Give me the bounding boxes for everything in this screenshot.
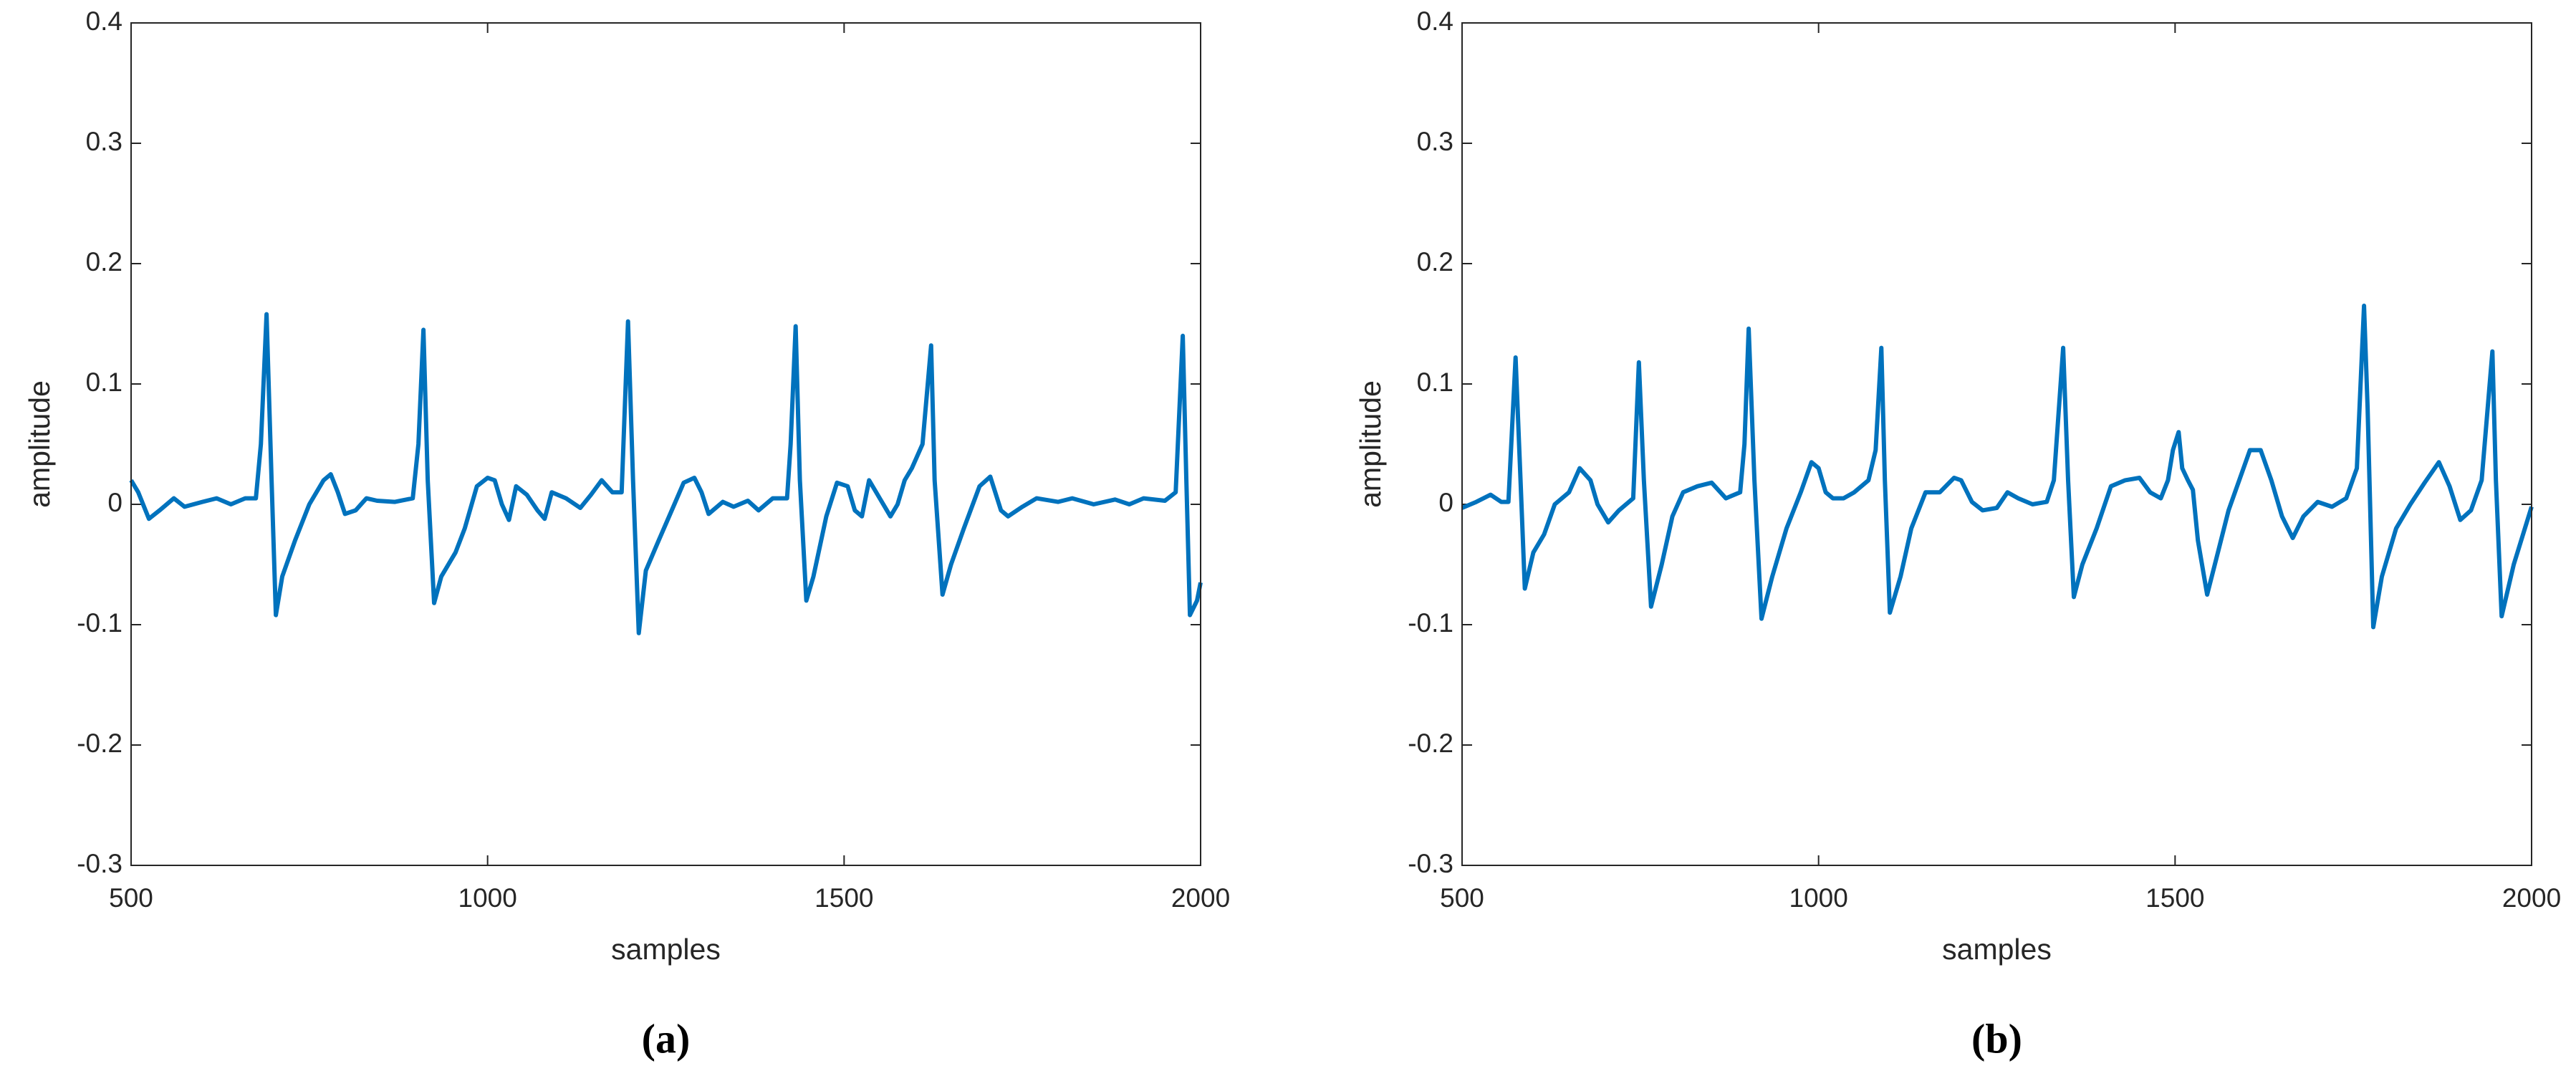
y-tick-label: 0.3 [1417, 127, 1453, 156]
y-tick-label: -0.1 [77, 608, 122, 638]
chart: -0.3 -0.2 -0.1 0 0.1 0.2 0.3 0.4 500 1000 1500 2000… [23, 6, 1230, 1062]
caption: (a) [642, 1015, 691, 1062]
y-axis-label: amplitude [23, 380, 56, 508]
plot-area [1462, 23, 2532, 865]
y-tick-label: -0.1 [1408, 608, 1453, 638]
axes-box [130, 22, 1201, 866]
y-tick-label: 0.4 [86, 6, 122, 36]
signal-line [129, 312, 1203, 635]
y-tick-label: -0.3 [77, 849, 122, 878]
x-tick-label: 2000 [2502, 883, 2561, 913]
y-tick-label: 0.3 [86, 127, 122, 156]
y-tick-label: -0.2 [1408, 729, 1453, 758]
y-tick-label: -0.3 [1408, 849, 1453, 878]
caption: (b) [1971, 1015, 2022, 1062]
signal-line [1461, 303, 2534, 630]
y-axis-label: amplitude [1354, 380, 1387, 508]
plot-area [131, 23, 1201, 865]
x-axis-label: samples [611, 933, 721, 966]
x-tick-label: 500 [1440, 883, 1484, 913]
y-tick-label: 0 [107, 488, 122, 517]
y-tick-label: 0 [1438, 488, 1453, 517]
x-tick-label: 1000 [1789, 883, 1848, 913]
y-tick-label: -0.2 [77, 729, 122, 758]
axes-box [1461, 22, 2532, 866]
x-tick-label: 1000 [458, 883, 517, 913]
x-tick-label: 500 [109, 883, 153, 913]
y-tick-label: 0.4 [1417, 6, 1453, 36]
chart: -0.3 -0.2 -0.1 0 0.1 0.2 0.3 0.4 500 1000 1500 2000… [1354, 6, 2561, 1062]
y-tick-label: 0.2 [1417, 247, 1453, 277]
y-tick-label: 0.2 [86, 247, 122, 277]
y-tick-label: 0.1 [1417, 367, 1453, 397]
x-tick-label: 1500 [814, 883, 873, 913]
x-tick-label: 2000 [1171, 883, 1230, 913]
y-tick-label: 0.1 [86, 367, 122, 397]
x-axis-label: samples [1942, 933, 2052, 966]
x-tick-label: 1500 [2145, 883, 2204, 913]
